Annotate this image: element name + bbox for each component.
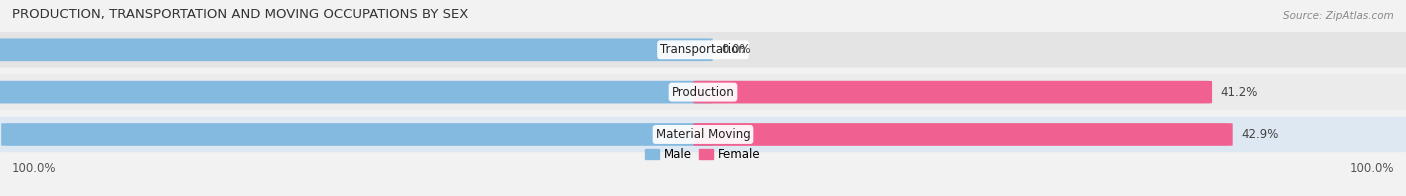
FancyBboxPatch shape bbox=[0, 117, 1406, 152]
Text: 100.0%: 100.0% bbox=[1350, 162, 1393, 175]
Text: 41.2%: 41.2% bbox=[1220, 86, 1258, 99]
Text: 42.9%: 42.9% bbox=[1241, 128, 1278, 141]
FancyBboxPatch shape bbox=[1, 123, 713, 146]
Text: PRODUCTION, TRANSPORTATION AND MOVING OCCUPATIONS BY SEX: PRODUCTION, TRANSPORTATION AND MOVING OC… bbox=[13, 8, 468, 21]
FancyBboxPatch shape bbox=[0, 81, 713, 103]
FancyBboxPatch shape bbox=[0, 32, 1406, 68]
FancyBboxPatch shape bbox=[0, 74, 1406, 110]
FancyBboxPatch shape bbox=[0, 38, 713, 61]
FancyBboxPatch shape bbox=[693, 123, 1233, 146]
Text: 100.0%: 100.0% bbox=[13, 162, 56, 175]
Text: 0.0%: 0.0% bbox=[721, 43, 751, 56]
Text: Material Moving: Material Moving bbox=[655, 128, 751, 141]
Text: Source: ZipAtlas.com: Source: ZipAtlas.com bbox=[1284, 11, 1393, 21]
Text: Transportation: Transportation bbox=[661, 43, 745, 56]
Legend: Male, Female: Male, Female bbox=[641, 143, 765, 166]
Text: Production: Production bbox=[672, 86, 734, 99]
FancyBboxPatch shape bbox=[693, 81, 1212, 103]
